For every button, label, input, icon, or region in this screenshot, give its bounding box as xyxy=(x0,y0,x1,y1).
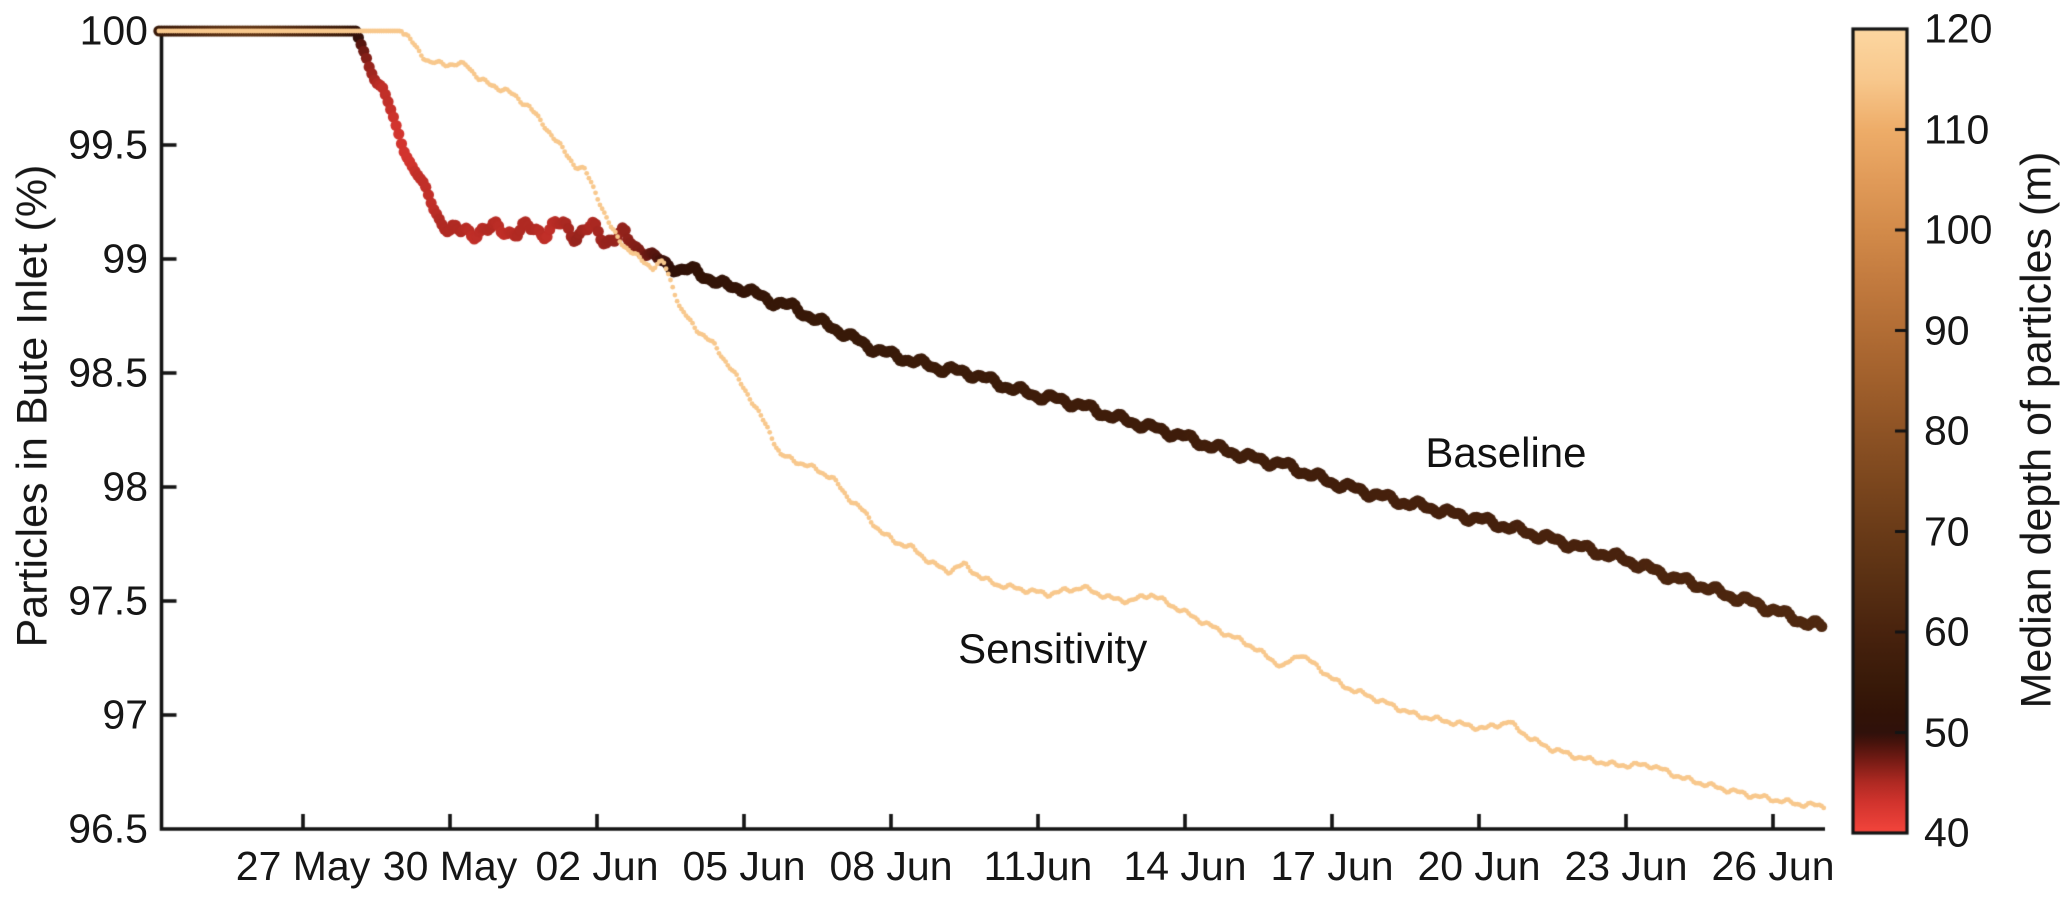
y-tick-label: 98 xyxy=(102,463,148,510)
colorbar-title: Median depth of particles (m) xyxy=(2012,151,2061,709)
x-tick-label: 17 Jun xyxy=(1270,843,1394,889)
y-tick-label: 97 xyxy=(102,691,148,738)
colorbar-tick-label: 50 xyxy=(1924,709,1970,755)
x-tick-label: 26 Jun xyxy=(1711,843,1835,889)
y-tick-label: 99.5 xyxy=(68,121,148,168)
y-tick-label: 97.5 xyxy=(68,577,148,624)
x-tick-label: 27 May xyxy=(235,843,371,889)
x-tick-label: 20 Jun xyxy=(1417,843,1541,889)
colorbar-tick-label: 120 xyxy=(1924,5,1993,52)
x-tick-label: 14 Jun xyxy=(1123,843,1247,889)
x-tick-label: 08 Jun xyxy=(829,843,953,889)
x-tick-label: 30 May xyxy=(382,843,518,889)
y-axis-title: Particles in Bute Inlet (%) xyxy=(8,164,57,648)
colorbar-tick-label: 100 xyxy=(1924,206,1993,253)
y-tick-label: 98.5 xyxy=(68,349,148,396)
colorbar-tick-label: 90 xyxy=(1924,307,1970,353)
colorbar-tick-label: 60 xyxy=(1924,608,1970,655)
x-tick-label: 02 Jun xyxy=(535,843,659,889)
x-tick-label: 11Jun xyxy=(983,843,1093,889)
colorbar-tick-label: 110 xyxy=(1924,106,1990,152)
sensitivity-series-label: Sensitivity xyxy=(958,624,1148,672)
colorbar-tick-label: 80 xyxy=(1924,407,1970,454)
y-tick-label: 99 xyxy=(102,235,148,282)
x-tick-label: 05 Jun xyxy=(682,843,806,889)
colorbar-tick-label: 70 xyxy=(1924,508,1970,554)
y-tick-label: 96.5 xyxy=(68,805,148,852)
x-tick-label: 23 Jun xyxy=(1564,843,1688,889)
y-tick-label: 100 xyxy=(79,7,148,54)
colorbar-tick-label: 40 xyxy=(1924,809,1970,856)
baseline-series-label: Baseline xyxy=(1425,428,1587,476)
